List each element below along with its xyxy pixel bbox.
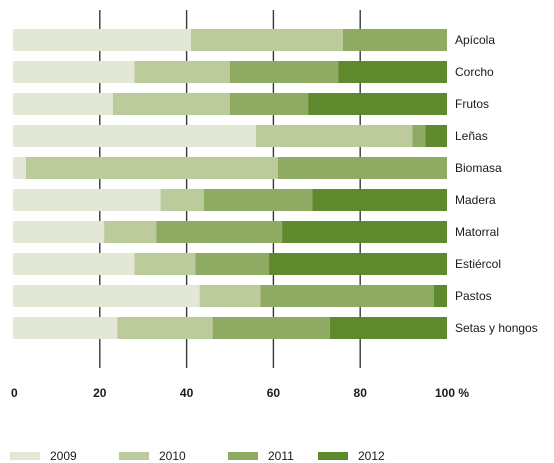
bar-2009-4 xyxy=(13,157,27,179)
bar-2009-9 xyxy=(13,317,118,339)
category-labels: Apícola Corcho Frutos Leñas Biomasa Madera Mat… xyxy=(455,33,538,335)
bar-2012-2 xyxy=(308,93,447,115)
legend-swatch-2012 xyxy=(318,452,348,460)
x-tick-label: 20 xyxy=(93,386,107,400)
bar-2010-5 xyxy=(160,189,204,211)
bar-2011-8 xyxy=(260,285,434,307)
category-label: Leñas xyxy=(455,129,488,143)
bar-2009-5 xyxy=(13,189,161,211)
legend-label-2011: 2011 xyxy=(268,449,294,463)
legend-swatch-2009 xyxy=(10,452,40,460)
bar-2010-2 xyxy=(112,93,230,115)
bar-2011-5 xyxy=(203,189,313,211)
legend-label-2009: 2009 xyxy=(50,449,77,463)
legend-label-2012: 2012 xyxy=(358,449,385,463)
bar-2011-0 xyxy=(342,29,447,51)
bar-2009-0 xyxy=(13,29,191,51)
x-tick-label: 60 xyxy=(267,386,281,400)
bar-2011-3 xyxy=(412,125,426,147)
bar-2012-7 xyxy=(269,253,447,275)
bar-2011-1 xyxy=(230,61,339,83)
bar-2010-4 xyxy=(26,157,278,179)
legend-label-2010: 2010 xyxy=(159,449,186,463)
x-tick-label: 100 % xyxy=(435,386,469,400)
bar-2011-9 xyxy=(212,317,330,339)
bar-2011-7 xyxy=(195,253,270,275)
bar-2010-1 xyxy=(134,61,230,83)
legend-swatch-2010 xyxy=(119,452,149,460)
bar-2012-5 xyxy=(312,189,447,211)
category-label: Corcho xyxy=(455,65,494,79)
bar-2009-7 xyxy=(13,253,135,275)
legend-swatch-2011 xyxy=(228,452,258,460)
bar-2009-1 xyxy=(13,61,135,83)
category-label: Matorral xyxy=(455,225,499,239)
bar-2010-9 xyxy=(117,317,213,339)
bar-2012-1 xyxy=(338,61,447,83)
bar-2009-3 xyxy=(13,125,257,147)
bar-2010-8 xyxy=(199,285,261,307)
bar-2010-0 xyxy=(190,29,343,51)
x-tick-label: 0 xyxy=(11,386,18,400)
category-label: Biomasa xyxy=(455,161,502,175)
bar-2012-9 xyxy=(329,317,447,339)
category-label: Setas y hongos xyxy=(455,321,538,335)
bars xyxy=(13,29,447,339)
bar-2011-2 xyxy=(230,93,309,115)
bar-2012-3 xyxy=(425,125,447,147)
category-label: Pastos xyxy=(455,289,492,303)
x-tick-label: 80 xyxy=(354,386,368,400)
bar-2010-6 xyxy=(104,221,157,243)
bar-2011-6 xyxy=(156,221,283,243)
bar-2009-8 xyxy=(13,285,200,307)
category-label: Estiércol xyxy=(455,257,501,271)
legend: 2009 2010 2011 2012 xyxy=(10,449,385,463)
x-tick-label: 40 xyxy=(180,386,194,400)
bar-2012-8 xyxy=(433,285,447,307)
bar-2010-3 xyxy=(256,125,413,147)
bar-2012-6 xyxy=(282,221,447,243)
bar-2010-7 xyxy=(134,253,196,275)
bar-2009-6 xyxy=(13,221,105,243)
category-label: Frutos xyxy=(455,97,489,111)
bar-2011-4 xyxy=(277,157,447,179)
category-label: Madera xyxy=(455,193,496,207)
x-tick-labels: 0 20 40 60 80 100 % xyxy=(11,386,469,400)
bar-2009-2 xyxy=(13,93,113,115)
category-label: Apícola xyxy=(455,33,495,47)
